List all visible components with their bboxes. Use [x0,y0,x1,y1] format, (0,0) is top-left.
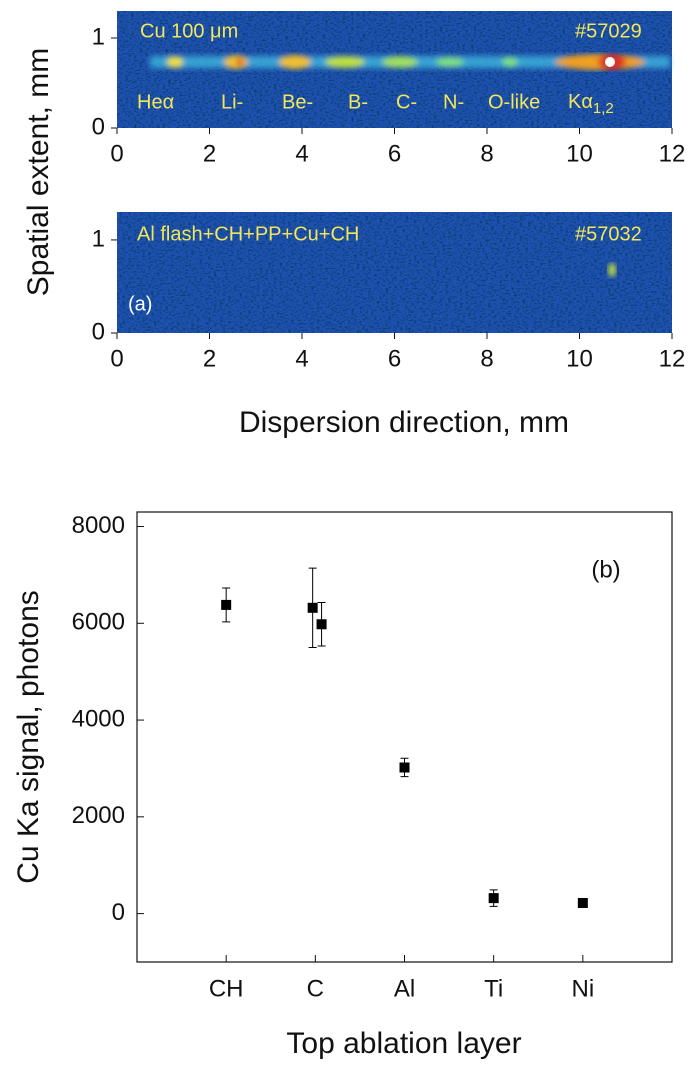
x-axis-label: Top ablation layer [286,1027,521,1060]
point [221,599,232,610]
panel-label: (b) [591,556,620,583]
x-tick-label: C [307,975,324,1002]
x-tick-label: 4 [295,345,308,372]
x-tick-label: Ti [484,975,503,1002]
line-label: O-like [488,91,540,113]
point [577,897,588,908]
x-tick-label: 0 [110,140,123,167]
line-label: Li- [221,91,243,113]
x-tick-label: 2 [203,140,216,167]
x-tick-label: 0 [110,345,123,372]
y-axis-label: Spatial extent, mm [22,48,55,296]
x-tick-label: 12 [659,140,686,167]
x-tick-label: 8 [480,140,493,167]
line-label: Be- [282,91,313,113]
point [316,619,327,630]
point [399,762,410,773]
line-label-sub: 1,2 [593,100,614,117]
point [307,602,318,613]
x-tick-label: 4 [295,140,308,167]
spectrum-image-2 [117,212,672,333]
y-tick-label: 4000 [72,705,125,732]
line-label: C- [396,91,417,113]
annotation: Al flash+CH+PP+Cu+CH [137,223,359,245]
x-tick-label: Al [394,975,415,1002]
y-tick-label: 0 [92,113,105,140]
y-tick-label: 0 [112,899,125,926]
y-tick-label: 2000 [72,802,125,829]
x-tick-label: 10 [566,345,593,372]
line-label: Kα1,2 [568,91,614,117]
y-tick-label: 0 [92,318,105,345]
x-tick-label: Ni [571,975,594,1002]
x-tick-label: 12 [659,345,686,372]
x-tick-label: 2 [203,345,216,372]
x-tick-label: 8 [480,345,493,372]
y-tick-label: 1 [92,225,105,252]
x-axis-label: Dispersion direction, mm [239,406,569,439]
y-tick-label: 6000 [72,609,125,636]
y-tick-label: 1 [92,23,105,50]
x-tick-label: CH [209,975,244,1002]
line-label: N- [443,91,464,113]
panel-label: (a) [128,293,152,315]
x-tick-label: 6 [388,345,401,372]
x-tick-label: 10 [566,140,593,167]
y-tick-label: 8000 [72,512,125,539]
annotation: #57032 [575,223,642,245]
line-label: B- [348,91,368,113]
spectrum-image-1 [117,11,672,128]
annotation: Cu 100 μm [140,20,238,42]
x-tick-label: 6 [388,140,401,167]
point [488,893,499,904]
line-label: Heα [137,91,174,113]
y-axis-label: Cu Ka signal, photons [12,590,45,884]
line-label-base: Kα [568,91,593,113]
annotation: #57029 [575,20,642,42]
